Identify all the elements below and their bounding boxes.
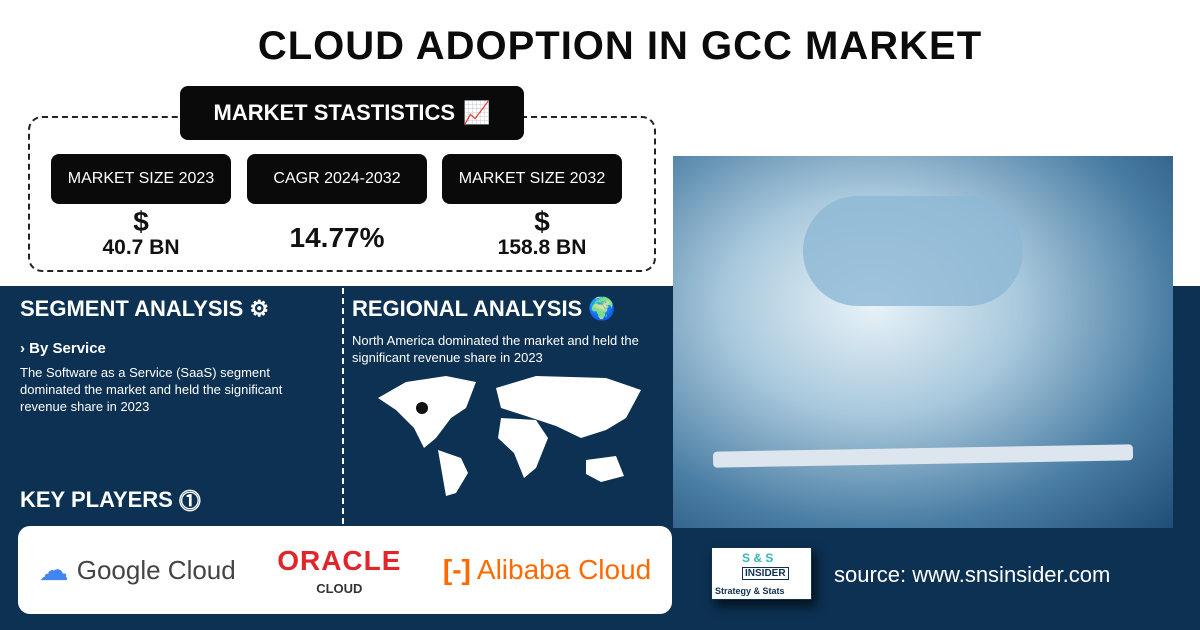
logo-mid: INSIDER bbox=[742, 567, 789, 580]
stat-label-size-2023: MARKET SIZE 2023 bbox=[51, 154, 231, 204]
currency: $ bbox=[133, 206, 149, 237]
google-cloud-icon: ☁ bbox=[38, 553, 69, 587]
south-america bbox=[438, 450, 468, 496]
world-map bbox=[378, 376, 641, 496]
stats-heading-text: MARKET STASTISTICS bbox=[213, 100, 456, 125]
stat-value-2032: $158.8 BN bbox=[452, 208, 632, 260]
value: 158.8 BN bbox=[497, 236, 587, 259]
oracle-cloud-logo: ORACLE CLOUD bbox=[277, 545, 401, 596]
logo-bottom: Strategy & Stats bbox=[715, 586, 785, 596]
map-pin-icon bbox=[416, 402, 428, 414]
key-players-heading-text: KEY PLAYERS bbox=[20, 487, 173, 512]
value: 40.7 BN bbox=[102, 236, 180, 259]
stat-value-cagr: 14.77% bbox=[289, 222, 385, 253]
segment-text: The Software as a Service (SaaS) segment… bbox=[20, 365, 283, 414]
player-sub: CLOUD bbox=[316, 580, 363, 596]
europe-asia bbox=[496, 376, 641, 438]
google-cloud-logo: ☁ Google Cloud bbox=[39, 553, 236, 588]
stat-label-cagr: CAGR 2024-2032 bbox=[247, 154, 427, 204]
regional-heading: REGIONAL ANALYSIS 🌍 bbox=[352, 296, 616, 322]
tablet bbox=[712, 444, 1134, 468]
cloud-illustration bbox=[673, 156, 1173, 528]
africa bbox=[498, 418, 548, 478]
chart-growth-icon: 📈 bbox=[463, 100, 491, 125]
key-players-heading: KEY PLAYERS ⓵ bbox=[20, 484, 201, 516]
source-text: source: www.snsinsider.com bbox=[834, 562, 1111, 587]
player-name: Google Cloud bbox=[76, 554, 236, 585]
globe-pin-icon: 🌍 bbox=[588, 296, 616, 321]
alibaba-icon: [-] bbox=[442, 554, 471, 585]
key-players-panel: ☁ Google Cloud ORACLE CLOUD [-] Alibaba Clo… bbox=[18, 526, 672, 614]
divider bbox=[342, 288, 344, 524]
stat-value-2023: $40.7 BN bbox=[51, 208, 231, 260]
segment-heading: SEGMENT ANALYSIS ⚙ bbox=[20, 296, 269, 322]
player-name: Alibaba Cloud bbox=[476, 554, 652, 585]
segment-icon: ⚙ bbox=[249, 296, 270, 321]
alibaba-cloud-logo: [-] Alibaba Cloud bbox=[443, 554, 651, 586]
player-name: ORACLE bbox=[277, 544, 402, 576]
logo-top: S & S bbox=[742, 551, 774, 565]
regional-heading-text: REGIONAL ANALYSIS bbox=[352, 296, 583, 321]
cloud-icon bbox=[803, 196, 1023, 306]
north-america bbox=[378, 376, 476, 448]
segment-heading-text: SEGMENT ANALYSIS bbox=[20, 296, 244, 321]
stats-heading: MARKET STASTISTICS 📈 bbox=[180, 86, 524, 140]
stat-label-size-2032: MARKET SIZE 2032 bbox=[442, 154, 622, 204]
currency: $ bbox=[534, 206, 550, 237]
segment-sub: › By Service bbox=[20, 340, 106, 357]
sns-insider-logo: S & S INSIDER Strategy & Stats bbox=[711, 547, 812, 600]
player-icon: ⓵ bbox=[178, 489, 201, 514]
page-title: CLOUD ADOPTION IN GCC MARKET bbox=[257, 24, 983, 68]
regional-text: North America dominated the market and h… bbox=[352, 333, 639, 365]
australia bbox=[586, 456, 624, 482]
